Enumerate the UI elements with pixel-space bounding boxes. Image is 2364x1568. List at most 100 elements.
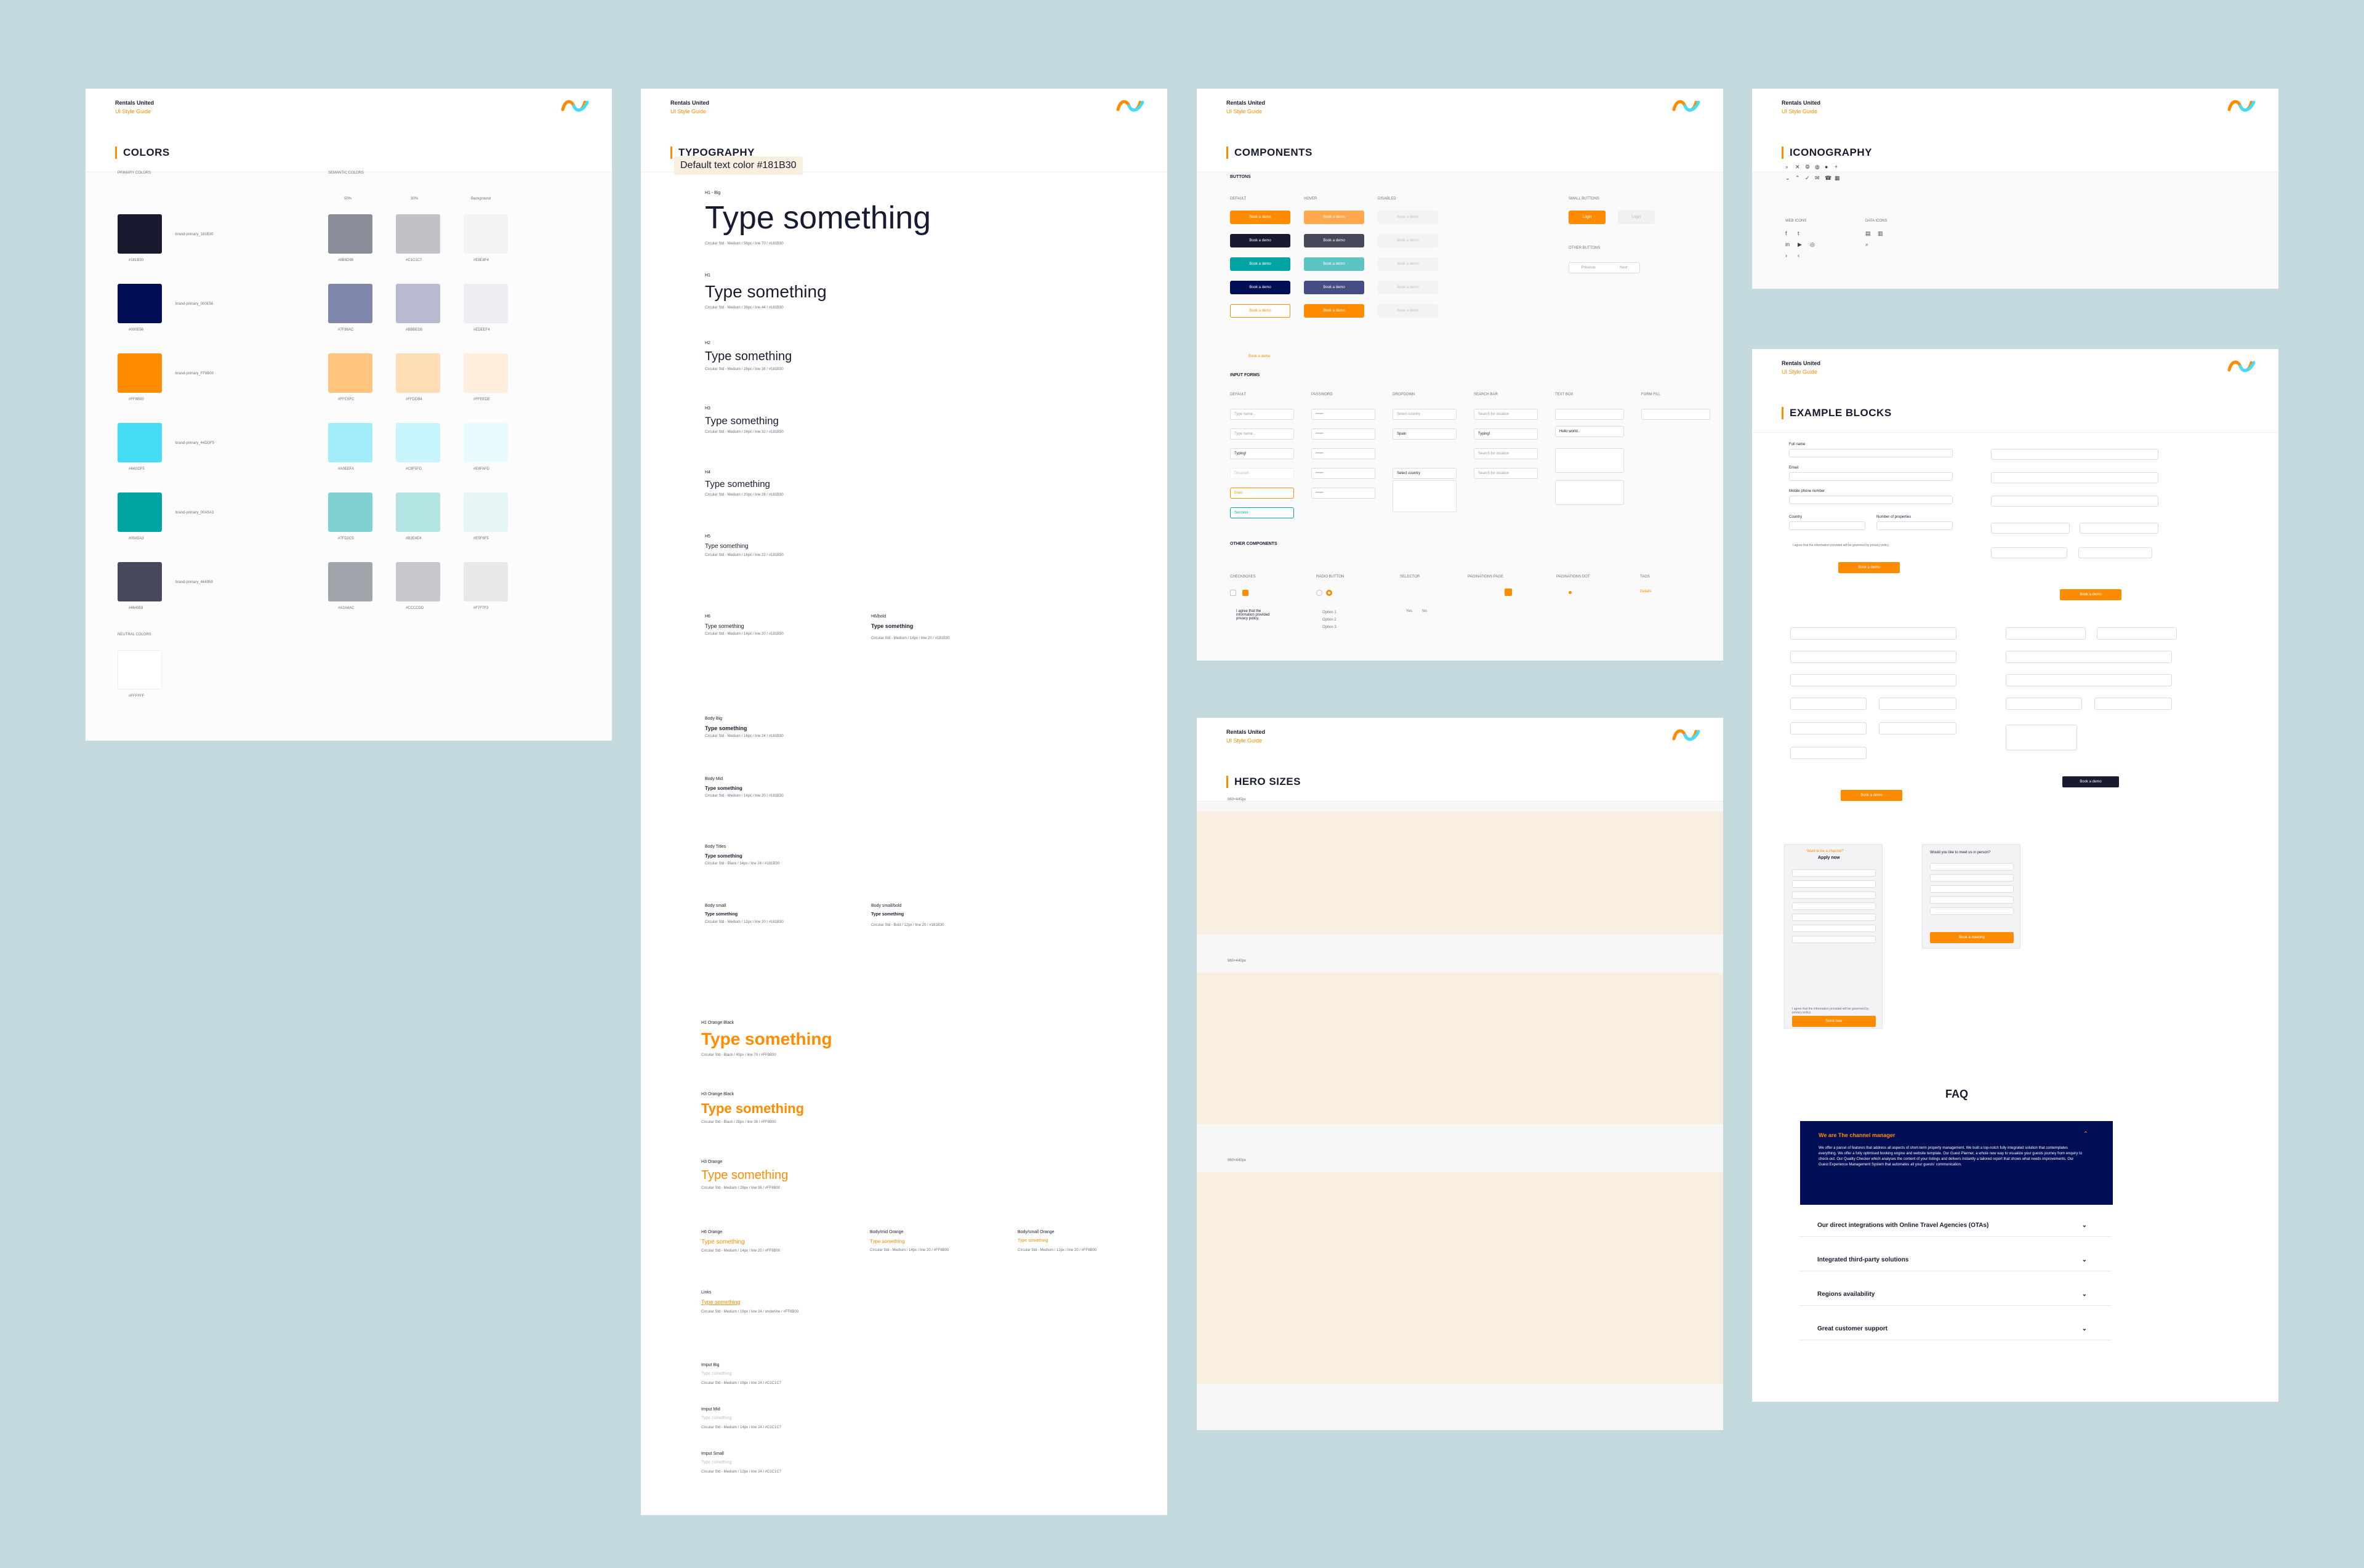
apply-field-6[interactable] xyxy=(1792,925,1876,932)
password-input[interactable]: •••••• xyxy=(1311,409,1375,420)
demo-input-6[interactable] xyxy=(1991,547,2067,558)
meet-field-5[interactable] xyxy=(1930,907,2014,915)
apply-field-1[interactable] xyxy=(1792,869,1876,877)
button-default[interactable]: Book a demo xyxy=(1230,257,1290,271)
demo-input-7[interactable] xyxy=(2078,547,2152,558)
radio-option-1[interactable]: Option 1 xyxy=(1322,611,1337,614)
default-input[interactable]: Typing! xyxy=(1230,448,1294,459)
company-input-8[interactable] xyxy=(1790,747,1867,759)
company-input-7[interactable] xyxy=(1879,722,1956,734)
apply-field-5[interactable] xyxy=(1792,914,1876,921)
radio-on[interactable] xyxy=(1326,590,1332,596)
tag[interactable]: Details xyxy=(1640,590,1652,593)
company-input-2[interactable] xyxy=(1790,651,1956,663)
faq-open-item[interactable]: We are The channel manager ⌃ We offer a … xyxy=(1800,1121,2113,1205)
text-link-button[interactable]: Book a demo xyxy=(1248,355,1271,358)
textbox-large[interactable] xyxy=(1555,448,1624,473)
search-input-typing[interactable]: Typing! xyxy=(1474,428,1538,440)
search-input-2[interactable]: Search for location xyxy=(1474,448,1538,459)
button-hover[interactable]: Book a demo xyxy=(1304,257,1364,271)
company-input-5[interactable] xyxy=(1879,698,1956,710)
book-meeting-button[interactable]: Book a meeting xyxy=(1930,932,2014,943)
pagination-dot-active[interactable] xyxy=(1569,591,1572,594)
faq-item[interactable]: Great customer support ⌄ xyxy=(1799,1318,2112,1340)
radio-option-3[interactable]: Option 3 xyxy=(1322,625,1337,629)
textbox-hello[interactable]: Hello world.. xyxy=(1555,426,1624,437)
contact-input-1[interactable] xyxy=(2006,627,2086,640)
contact-input-6[interactable] xyxy=(2094,698,2172,710)
form-fill-input[interactable] xyxy=(1641,409,1710,420)
meet-field-2[interactable] xyxy=(1930,874,2014,882)
prev-link[interactable]: Previous xyxy=(1581,266,1596,270)
pagination-buttons[interactable]: Previous Next xyxy=(1569,262,1640,273)
demo-input-4[interactable] xyxy=(1991,523,2070,534)
faq-item[interactable]: Our direct integrations with Online Trav… xyxy=(1799,1215,2112,1237)
demo-input-2[interactable] xyxy=(1991,472,2158,483)
properties-select[interactable] xyxy=(1876,521,1953,530)
contact-input-2[interactable] xyxy=(2097,627,2177,640)
dropdown-open[interactable]: Select country xyxy=(1393,468,1457,479)
meet-field-3[interactable] xyxy=(1930,885,2014,893)
contact-input-5[interactable] xyxy=(2006,698,2082,710)
password-input[interactable]: •••••• xyxy=(1311,488,1375,499)
book-demo-button-2[interactable]: Book a demo xyxy=(2060,589,2121,600)
send-now-button[interactable]: Send now xyxy=(1792,1016,1876,1027)
default-input[interactable]: Success xyxy=(1230,507,1294,518)
button-default[interactable]: Book a demo xyxy=(1230,281,1290,294)
type-sample-link[interactable]: Type something xyxy=(701,1299,741,1305)
contact-input-3[interactable] xyxy=(2006,651,2172,663)
search-input-3[interactable]: Search for location xyxy=(1474,468,1538,479)
selector-no[interactable]: No xyxy=(1422,609,1427,613)
default-input[interactable]: Type name... xyxy=(1230,409,1294,420)
radio-option-2[interactable]: Option 2 xyxy=(1322,618,1337,622)
apply-field-7[interactable] xyxy=(1792,936,1876,943)
radio-off[interactable] xyxy=(1316,590,1322,596)
password-input[interactable]: •••••• xyxy=(1311,428,1375,440)
dropdown-select[interactable]: Select country xyxy=(1393,409,1457,420)
checkbox[interactable] xyxy=(1230,590,1236,596)
apply-field-3[interactable] xyxy=(1792,891,1876,899)
button-default[interactable]: Book a demo xyxy=(1230,234,1290,247)
faq-item[interactable]: Regions availability ⌄ xyxy=(1799,1284,2112,1306)
demo-input-5[interactable] xyxy=(2080,523,2158,534)
email-input[interactable] xyxy=(1789,472,1953,481)
selector-yes[interactable]: Yes xyxy=(1406,609,1412,613)
company-input-3[interactable] xyxy=(1790,674,1956,686)
default-input[interactable]: Disabled xyxy=(1230,468,1294,479)
contact-textarea[interactable] xyxy=(2006,725,2077,750)
country-select[interactable] xyxy=(1789,521,1865,530)
button-hover[interactable]: Book a demo xyxy=(1304,211,1364,224)
meet-field-4[interactable] xyxy=(1930,896,2014,904)
demo-input-3[interactable] xyxy=(1991,496,2158,507)
button-hover[interactable]: Book a demo xyxy=(1304,281,1364,294)
company-input-4[interactable] xyxy=(1790,698,1867,710)
textbox-large-2[interactable] xyxy=(1555,480,1624,505)
dropdown-spain[interactable]: Spain xyxy=(1393,428,1457,440)
mobile-input[interactable] xyxy=(1789,496,1953,504)
company-input[interactable] xyxy=(1790,627,1956,640)
small-login-button[interactable]: Login xyxy=(1569,211,1606,224)
contact-input-4[interactable] xyxy=(2006,674,2172,686)
button-default[interactable]: Book a demo xyxy=(1230,211,1290,224)
book-demo-button-3[interactable]: Book a demo xyxy=(1841,790,1902,801)
full-name-input[interactable] xyxy=(1789,449,1953,457)
default-input[interactable]: Type name... xyxy=(1230,428,1294,440)
company-input-6[interactable] xyxy=(1790,722,1867,734)
password-input[interactable]: •••••• xyxy=(1311,448,1375,459)
book-demo-button[interactable]: Book a demo xyxy=(1838,562,1900,573)
button-hover[interactable]: Book a demo xyxy=(1304,304,1364,318)
apply-field-2[interactable] xyxy=(1792,880,1876,888)
meet-field-1[interactable] xyxy=(1930,863,2014,870)
search-input[interactable]: Search for location xyxy=(1474,409,1538,420)
default-input[interactable]: Error xyxy=(1230,488,1294,499)
pagination-active[interactable] xyxy=(1505,589,1512,596)
button-default[interactable]: Book a demo xyxy=(1230,304,1290,318)
apply-field-4[interactable] xyxy=(1792,903,1876,910)
password-input[interactable]: •••••• xyxy=(1311,468,1375,479)
book-demo-button-dark[interactable]: Book a demo xyxy=(2062,776,2119,787)
textbox[interactable] xyxy=(1555,409,1624,420)
faq-item[interactable]: Integrated third-party solutions ⌄ xyxy=(1799,1249,2112,1271)
button-hover[interactable]: Book a demo xyxy=(1304,234,1364,247)
demo-input-1[interactable] xyxy=(1991,449,2158,460)
next-link[interactable]: Next xyxy=(1620,266,1628,270)
